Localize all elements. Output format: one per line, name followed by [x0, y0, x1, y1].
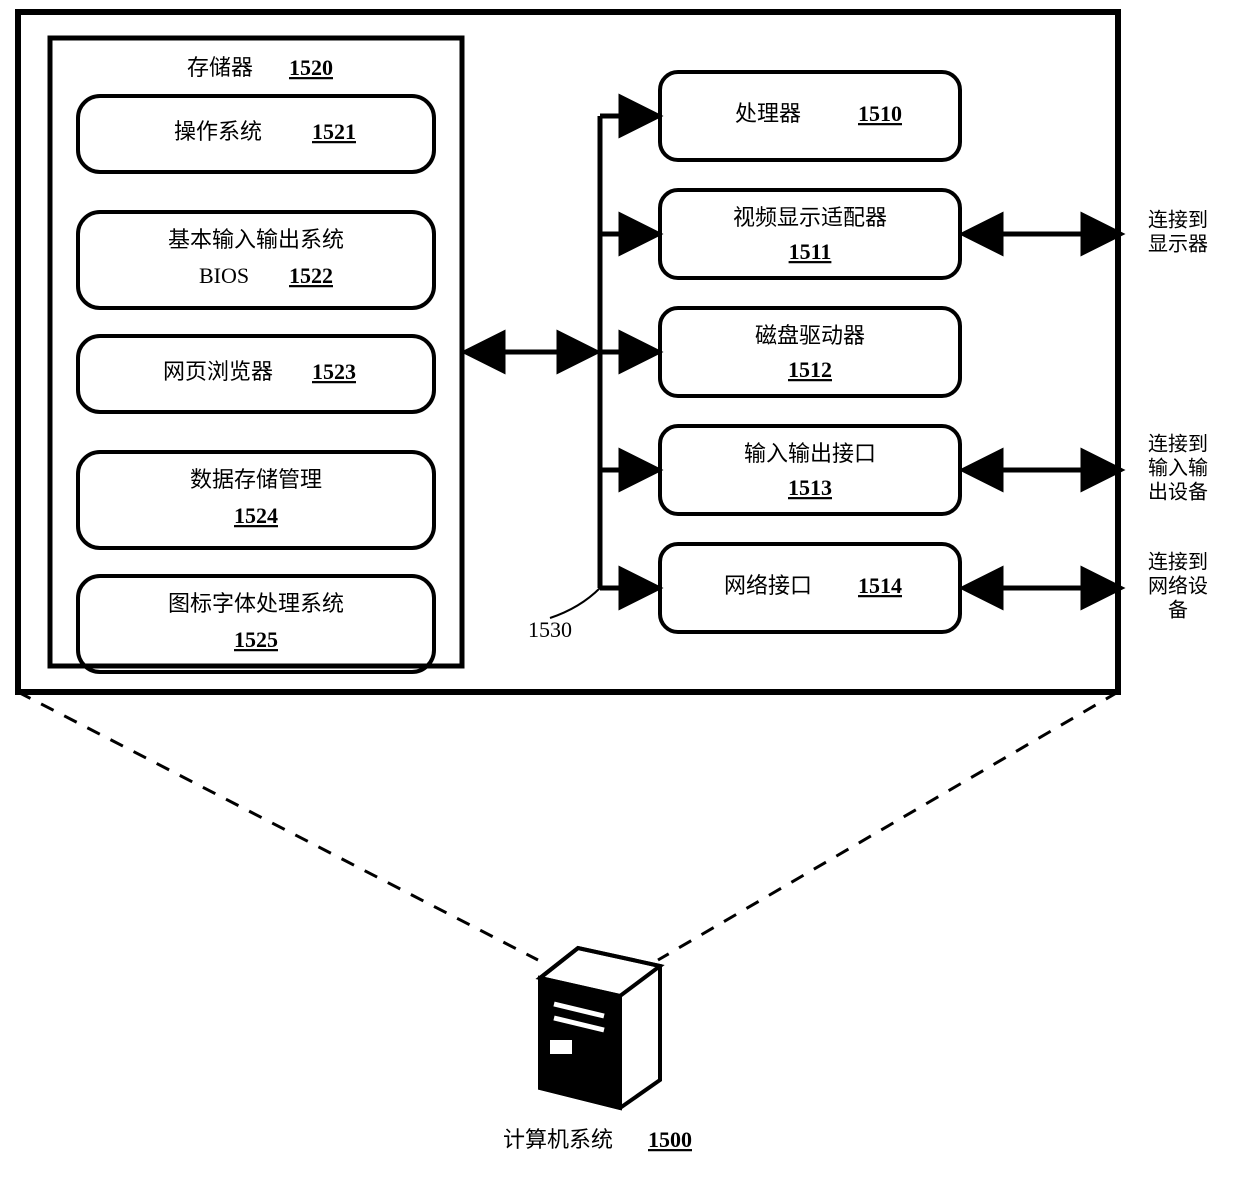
svg-text:计算机系统: 计算机系统	[503, 1127, 613, 1152]
svg-text:视频显示适配器: 视频显示适配器	[733, 205, 887, 230]
svg-text:操作系统: 操作系统	[174, 119, 262, 144]
svg-text:连接到: 连接到	[1148, 433, 1208, 456]
component-box	[660, 190, 960, 278]
svg-text:1512: 1512	[788, 357, 832, 382]
component-box	[660, 308, 960, 396]
svg-text:输入输出接口: 输入输出接口	[744, 441, 876, 466]
svg-text:网络设: 网络设	[1148, 575, 1208, 598]
svg-text:图标字体处理系统: 图标字体处理系统	[168, 591, 344, 616]
svg-text:1513: 1513	[788, 475, 832, 500]
svg-text:数据存储管理: 数据存储管理	[190, 467, 322, 492]
component-box	[660, 426, 960, 514]
bus-label-leader	[550, 588, 600, 618]
svg-text:1524: 1524	[234, 503, 278, 528]
svg-text:连接到: 连接到	[1148, 551, 1208, 574]
svg-text:1525: 1525	[234, 627, 278, 652]
svg-text:1530: 1530	[528, 617, 572, 642]
svg-text:1511: 1511	[789, 239, 832, 264]
svg-text:处理器: 处理器	[735, 101, 801, 126]
svg-text:磁盘驱动器: 磁盘驱动器	[755, 323, 865, 348]
svg-text:备: 备	[1168, 599, 1188, 622]
svg-text:网页浏览器: 网页浏览器	[163, 359, 273, 384]
svg-text:出设备: 出设备	[1148, 481, 1208, 504]
svg-text:1520: 1520	[289, 55, 333, 80]
component-box	[660, 72, 960, 160]
svg-text:输入输: 输入输	[1148, 457, 1208, 480]
svg-text:基本输入输出系统: 基本输入输出系统	[168, 227, 344, 252]
svg-text:1500: 1500	[648, 1127, 692, 1152]
svg-text:存储器: 存储器	[187, 55, 253, 80]
svg-text:连接到: 连接到	[1148, 209, 1208, 232]
projection-line	[18, 692, 538, 960]
svg-text:1510: 1510	[858, 101, 902, 126]
projection-line	[658, 692, 1118, 960]
svg-text:网络接口: 网络接口	[724, 573, 812, 598]
svg-text:BIOS: BIOS	[199, 263, 249, 288]
svg-text:1514: 1514	[858, 573, 902, 598]
svg-text:1522: 1522	[289, 263, 333, 288]
svg-text:1521: 1521	[312, 119, 356, 144]
svg-text:1523: 1523	[312, 359, 356, 384]
computer-icon	[540, 948, 660, 1108]
system-diagram: 存储器 1520 操作系统 1521 基本输入输出系统 BIOS 1522 网页浏览器 1523…	[0, 0, 1240, 1198]
svg-text:显示器: 显示器	[1148, 234, 1208, 256]
